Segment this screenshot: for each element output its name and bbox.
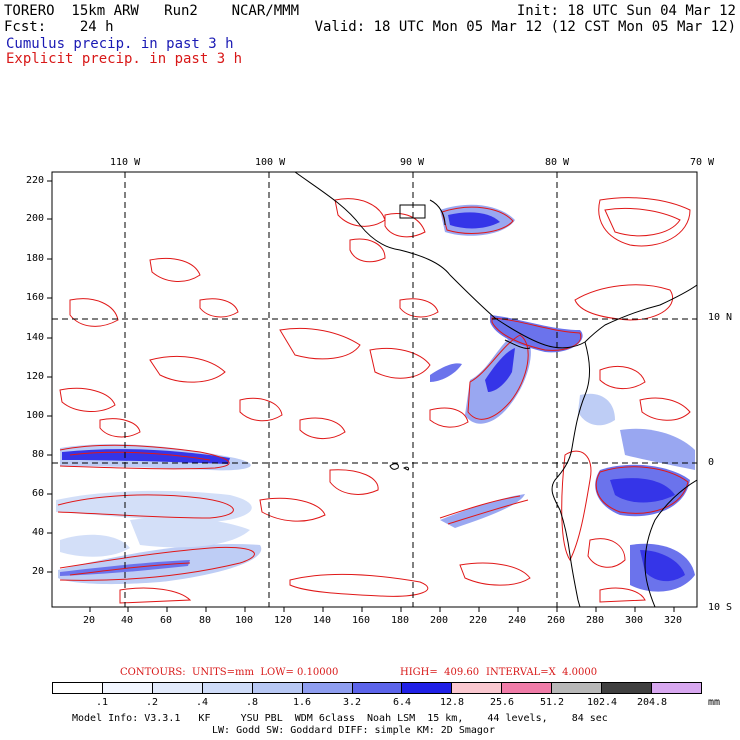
legend-swatch: [53, 683, 103, 693]
latlon-grid: [52, 172, 697, 607]
x-tick: 220: [469, 615, 488, 626]
legend-tick: 1.6: [292, 697, 312, 708]
legend-swatch: [452, 683, 503, 693]
y-tick: 160: [26, 292, 45, 303]
x-tick: 300: [625, 615, 644, 626]
y-tick: 20: [32, 566, 45, 577]
init-time: Init: 18 UTC Sun 04 Mar 12: [516, 3, 736, 19]
legend-swatch: [652, 683, 701, 693]
lat-label: 0: [708, 457, 715, 468]
legend-swatch: [102, 683, 153, 693]
x-tick: 100: [235, 615, 254, 626]
y-tick: 80: [32, 449, 45, 460]
model-physics: LW: Godd SW: Goddard DIFF: simple KM: 2D…: [212, 725, 495, 736]
legend-unit: mm: [708, 697, 721, 708]
x-tick: 160: [352, 615, 371, 626]
y-tick: 40: [32, 527, 45, 538]
legend-tick: 51.2: [539, 697, 565, 708]
lat-label: 10 S: [708, 602, 733, 613]
x-tick: 60: [160, 615, 173, 626]
legend-tick: 12.8: [439, 697, 465, 708]
x-tick: 200: [430, 615, 449, 626]
coastlines: [294, 172, 697, 607]
y-tick: 220: [26, 175, 45, 186]
legend-tick: 204.8: [636, 697, 668, 708]
legend-tick: .1: [95, 697, 109, 708]
legend-tick: .8: [245, 697, 259, 708]
x-tick: 320: [664, 615, 683, 626]
legend-swatch: [402, 683, 453, 693]
precip-legend-bar: [52, 682, 702, 694]
legend-tick: 6.4: [392, 697, 412, 708]
x-tick: 240: [508, 615, 527, 626]
contours-units: CONTOURS: UNITS=mm LOW= 0.10000: [120, 667, 339, 678]
legend-swatch: [152, 683, 203, 693]
map-frame: [51, 171, 698, 608]
lon-label: 100 W: [255, 157, 286, 168]
y-tick: 100: [26, 410, 45, 421]
x-tick: 260: [547, 615, 566, 626]
model-title: TORERO 15km ARW Run2 NCAR/MMM: [4, 3, 300, 19]
contours-high: HIGH= 409.60: [400, 667, 480, 678]
axis-ticks: [47, 180, 675, 612]
x-tick: 280: [586, 615, 605, 626]
field-cumulus-label: Cumulus precip. in past 3 h: [6, 36, 234, 52]
x-tick: 40: [121, 615, 134, 626]
field-explicit-label: Explicit precip. in past 3 h: [6, 51, 243, 67]
lat-label: 10 N: [708, 312, 733, 323]
legend-swatch: [302, 683, 353, 693]
legend-tick: .2: [145, 697, 159, 708]
contours-interval: INTERVAL=X 4.0000: [486, 667, 598, 678]
legend-swatch: [252, 683, 303, 693]
lon-label: 80 W: [545, 157, 570, 168]
x-tick: 180: [391, 615, 410, 626]
x-tick: 80: [199, 615, 212, 626]
y-tick: 60: [32, 488, 45, 499]
model-info: Model Info: V3.3.1 KF YSU PBL WDM 6class…: [72, 713, 608, 724]
y-tick: 140: [26, 332, 45, 343]
valid-time: Valid: 18 UTC Mon 05 Mar 12 (12 CST Mon …: [314, 19, 736, 35]
y-tick: 200: [26, 213, 45, 224]
legend-tick: 25.6: [489, 697, 515, 708]
cumulus-precip-shading: [56, 204, 695, 592]
legend-swatch: [352, 683, 403, 693]
legend-swatch: [602, 683, 653, 693]
forecast-hour: Fcst: 24 h: [4, 19, 114, 35]
legend-swatch: [202, 683, 253, 693]
lon-label: 110 W: [110, 157, 141, 168]
y-tick: 120: [26, 371, 45, 382]
lon-label: 70 W: [690, 157, 715, 168]
legend-swatch: [552, 683, 603, 693]
x-tick: 120: [274, 615, 293, 626]
legend-tick: 102.4: [586, 697, 618, 708]
legend-swatch: [502, 683, 553, 693]
legend-tick: 3.2: [342, 697, 362, 708]
explicit-precip-contours: [57, 197, 691, 604]
x-tick: 20: [83, 615, 96, 626]
y-tick: 180: [26, 253, 45, 264]
x-tick: 140: [313, 615, 332, 626]
lon-label: 90 W: [400, 157, 425, 168]
legend-tick: .4: [195, 697, 209, 708]
